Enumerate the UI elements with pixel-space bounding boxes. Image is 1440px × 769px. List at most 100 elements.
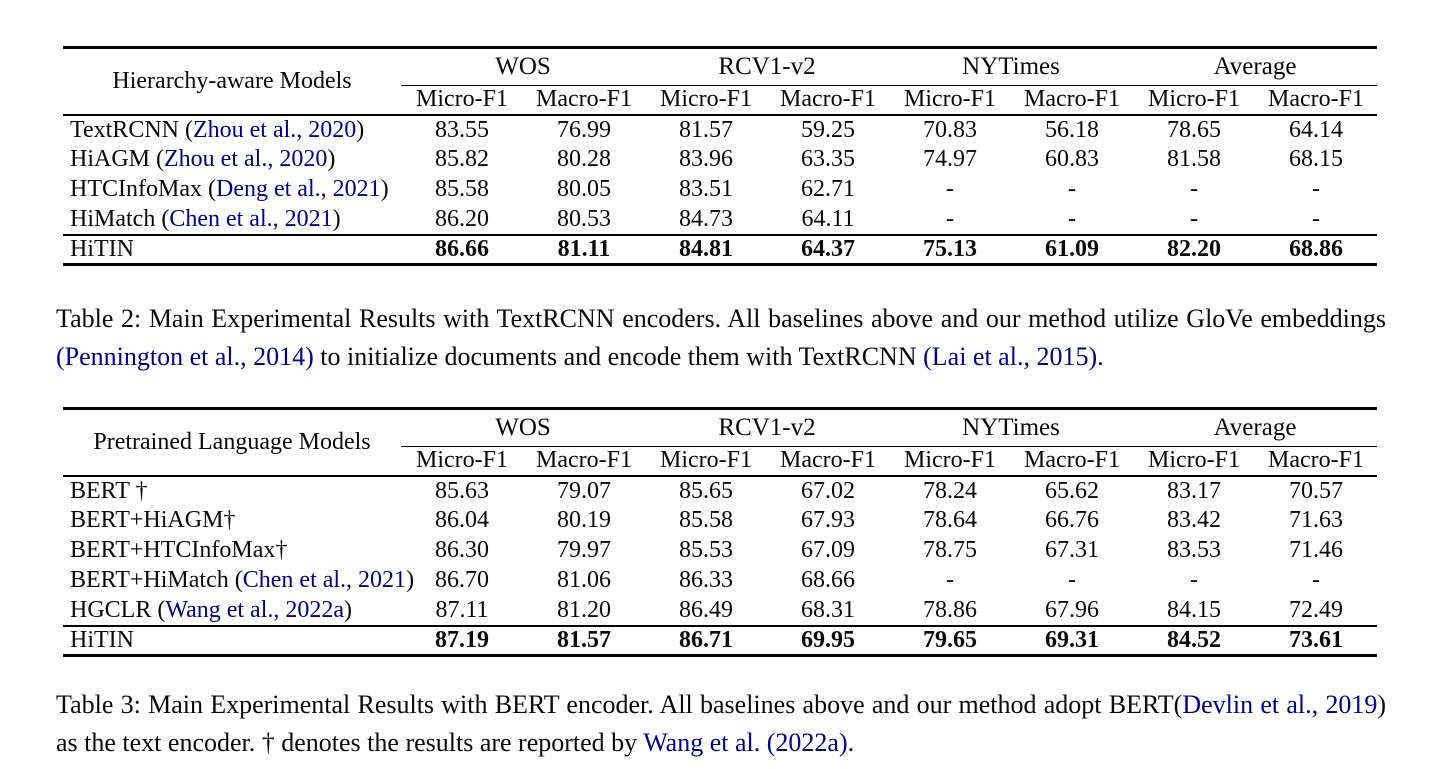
model-name-cell: HiAGM (Zhou et al., 2020) — [70, 146, 336, 172]
score-cell: - — [946, 176, 955, 202]
score-cell: 60.83 — [1045, 146, 1100, 172]
model-name-cell: TextRCNN (Zhou et al., 2020) — [70, 116, 365, 143]
score-cell: 86.20 — [435, 205, 489, 232]
model-name-cell: HiMatch (Chen et al., 2021) — [70, 205, 341, 232]
score-cell: 85.63 — [435, 477, 489, 504]
score-cell: 86.33 — [679, 567, 733, 593]
score-cell: 64.37 — [767, 233, 890, 265]
caption-text: . — [1097, 342, 1104, 371]
metric-header: Macro-F1 — [1011, 85, 1134, 116]
metric-header: Micro-F1 — [889, 446, 1012, 477]
citation-link[interactable]: Wang et al. — [643, 728, 761, 757]
model-label: BERT+HiMatch — [70, 567, 229, 593]
model-name-cell: BERT+HTCInfoMax† — [63, 536, 401, 566]
metric-header: Macro-F1 — [1255, 85, 1378, 116]
score-cell: 67.31 — [1045, 537, 1100, 563]
score-cell: - — [1068, 567, 1077, 593]
table-row: HiAGM (Zhou et al., 2020) 85.82 80.28 83.96… — [63, 145, 1377, 175]
score-cell: 86.04 — [435, 507, 489, 533]
table-3-caption: Table 3: Main Experimental Results with … — [56, 686, 1386, 762]
metric-header: Macro-F1 — [523, 446, 645, 477]
score-cell: 81.58 — [1167, 146, 1222, 172]
caption-text: ) as the text encoder. † denotes the res… — [56, 690, 1387, 757]
score-cell: 87.11 — [435, 596, 489, 623]
score-cell: 80.28 — [557, 146, 611, 172]
score-cell: 81.06 — [557, 567, 611, 593]
citation-link[interactable]: Zhou et al., 2020 — [192, 116, 357, 143]
model-name-cell: HiTIN — [63, 233, 401, 265]
score-cell: 67.02 — [801, 477, 855, 504]
score-cell: 79.97 — [557, 537, 611, 563]
table-corner-header: Pretrained Language Models — [63, 408, 401, 477]
table-row: BERT+HTCInfoMax† 86.30 79.97 85.53 67.09 78.7… — [63, 536, 1377, 566]
model-label: HiMatch — [70, 205, 156, 232]
score-cell: 79.65 — [889, 624, 1012, 656]
score-cell: 70.83 — [923, 116, 978, 143]
score-cell: 65.62 — [1045, 477, 1100, 504]
caption-text: . — [847, 728, 855, 757]
citation-link[interactable]: (Pennington et al., 2014) — [56, 342, 314, 371]
metric-header: Macro-F1 — [767, 85, 890, 116]
score-cell: 67.93 — [801, 507, 855, 533]
caption-text: Table 2: Main Experimental Results with … — [56, 304, 1386, 333]
score-cell: 80.53 — [557, 205, 611, 232]
score-cell: 74.97 — [923, 146, 978, 172]
score-cell: 86.30 — [435, 537, 489, 563]
metric-header: Micro-F1 — [1133, 446, 1256, 477]
citation-link[interactable]: Chen et al., 2021 — [169, 205, 333, 232]
dataset-group-header: RCV1-v2 — [645, 408, 890, 447]
model-label: HiAGM — [70, 146, 151, 172]
score-cell: 67.96 — [1045, 596, 1100, 623]
dataset-group-header: Average — [1133, 408, 1378, 447]
citation-link[interactable]: Deng et al., 2021 — [215, 176, 381, 202]
citation-link[interactable]: Zhou et al., 2020 — [164, 146, 328, 172]
metric-header: Macro-F1 — [767, 446, 890, 477]
score-cell: 61.09 — [1011, 233, 1134, 265]
score-cell: 62.71 — [801, 176, 855, 202]
model-label: TextRCNN — [70, 116, 179, 143]
citation-link[interactable]: (Lai et al., 2015) — [923, 342, 1098, 371]
citation-link[interactable]: Chen et al., 2021 — [242, 567, 407, 593]
score-cell: 81.11 — [523, 233, 645, 265]
score-cell: 84.81 — [645, 233, 767, 265]
score-cell: 68.31 — [801, 596, 855, 623]
dataset-group-header: NYTimes — [889, 47, 1134, 86]
citation-link[interactable]: (2022a) — [766, 728, 848, 757]
model-label: HTCInfoMax — [70, 176, 202, 202]
model-label: BERT+HTCInfoMax† — [70, 537, 288, 563]
model-name-cell: BERT † — [63, 476, 401, 506]
score-cell: 83.96 — [679, 146, 733, 172]
score-cell: 81.20 — [557, 596, 611, 623]
citation-link[interactable]: Wang et al., 2022a — [165, 596, 345, 623]
score-cell: 71.46 — [1289, 537, 1344, 563]
model-name-cell: HGCLR (Wang et al., 2022a) — [70, 596, 353, 623]
model-label: BERT † — [70, 477, 148, 504]
dataset-group-header: NYTimes — [889, 408, 1134, 447]
metric-header: Micro-F1 — [645, 85, 767, 116]
score-cell: 86.70 — [435, 567, 489, 593]
score-cell: 80.05 — [557, 176, 611, 202]
score-cell: - — [1068, 205, 1077, 232]
metric-header-row: Micro-F1 Macro-F1 Micro-F1 Macro-F1 Micro-F1… — [63, 446, 1378, 477]
score-cell: 85.82 — [435, 146, 489, 172]
score-cell: 72.49 — [1289, 596, 1344, 623]
model-label: HiTIN — [70, 626, 134, 653]
score-cell: - — [1190, 205, 1199, 232]
score-cell: 56.18 — [1045, 116, 1100, 143]
citation-link[interactable]: Devlin et al., 2019 — [1182, 690, 1378, 719]
model-name-cell: HiTIN — [63, 624, 401, 656]
score-cell: 83.53 — [1167, 537, 1222, 563]
score-cell: 69.31 — [1011, 624, 1134, 656]
score-cell: 86.71 — [645, 624, 767, 656]
score-cell: - — [946, 567, 955, 593]
dataset-group-header: WOS — [401, 47, 645, 86]
model-label: HiTIN — [70, 235, 134, 262]
score-cell: 59.25 — [801, 116, 855, 143]
score-cell: 84.15 — [1167, 596, 1222, 623]
score-cell: 79.07 — [557, 477, 611, 504]
table-row: TextRCNN (Zhou et al., 2020) 83.55 76.99 81… — [63, 115, 1377, 145]
metric-header-row: Micro-F1 Macro-F1 Micro-F1 Macro-F1 Micro-F1… — [63, 85, 1378, 116]
score-cell: 64.14 — [1289, 116, 1344, 143]
score-cell: 85.58 — [435, 176, 489, 202]
model-name-cell: HTCInfoMax (Deng et al., 2021) — [70, 176, 389, 202]
